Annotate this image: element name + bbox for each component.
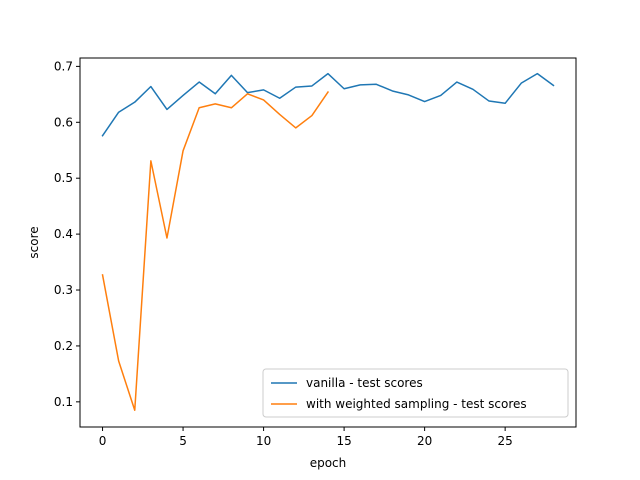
- x-tick-label: 25: [498, 434, 513, 448]
- y-tick-label: 0.4: [54, 227, 73, 241]
- y-axis-ticks: 0.1 0.2 0.3 0.4 0.5 0.6 0.7: [54, 59, 80, 409]
- y-tick-label: 0.3: [54, 283, 73, 297]
- x-tick-label: 0: [99, 434, 107, 448]
- axes-frame: [79, 57, 577, 428]
- y-tick-label: 0.6: [54, 115, 73, 129]
- x-tick-label: 15: [336, 434, 351, 448]
- y-tick-label: 0.7: [54, 59, 73, 73]
- x-tick-label: 10: [256, 434, 271, 448]
- legend-entry-0: vanilla - test scores: [306, 376, 423, 390]
- legend-box: [262, 368, 569, 418]
- x-axis-ticks: 0 5 10 15 20 25: [99, 427, 513, 448]
- legend: vanilla - test scores with weighted sampl…: [262, 368, 569, 418]
- y-tick-label: 0.5: [54, 171, 73, 185]
- x-axis-label: epoch: [310, 456, 347, 470]
- series-layer: [101, 72, 555, 411]
- y-axis-label: score: [27, 226, 41, 258]
- y-tick-label: 0.1: [54, 395, 73, 409]
- y-tick-label: 0.2: [54, 339, 73, 353]
- x-tick-label: 20: [417, 434, 432, 448]
- x-tick-label: 5: [179, 434, 187, 448]
- legend-entry-1: with weighted sampling - test scores: [306, 397, 527, 411]
